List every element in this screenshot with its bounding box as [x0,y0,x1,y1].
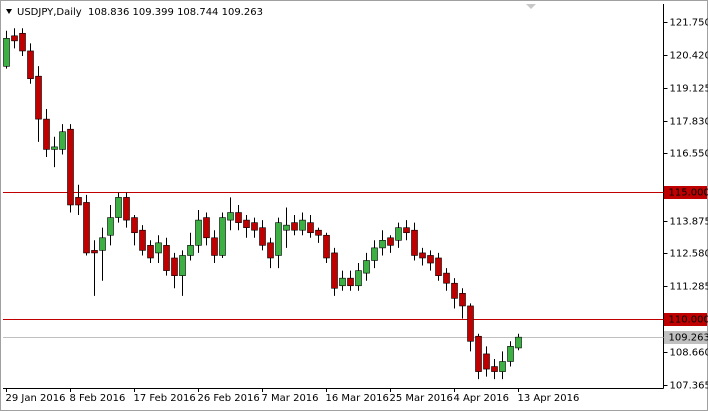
x-tick-label: 8 Feb 2016 [70,393,126,404]
candle-body [475,335,482,372]
candle-body [499,361,506,372]
candle-body [331,252,338,289]
candle-body [115,197,122,218]
candle-body [427,255,434,264]
candle-body [155,242,162,254]
y-tick-label: 108.660 [670,348,708,359]
current-price-line-label: 109.263 [669,333,708,344]
candle-body [419,252,426,259]
level-line-label-box [664,313,707,326]
candle-body [235,212,242,223]
candle-body [99,237,106,251]
candle-body [267,242,274,259]
candle-body [435,257,442,276]
candle-body [259,227,266,246]
candle-body [147,245,154,259]
shift-marker[interactable] [526,4,536,9]
candle-body [411,229,418,256]
candle-body [395,227,402,241]
header-ohlc: 108.836 109.399 108.744 109.263 [88,7,263,18]
y-tick-label: 117.830 [670,117,708,128]
x-tick-label: 7 Mar 2016 [262,393,319,404]
candle-body [43,118,50,150]
menu-arrow[interactable] [6,9,12,14]
y-tick-label: 119.125 [670,84,708,95]
x-tick-label: 16 Mar 2016 [326,393,389,404]
candle-body [283,224,290,231]
candle-body [443,272,450,284]
candle-body [275,222,282,256]
candle-body [91,250,98,254]
x-tick-label: 26 Feb 2016 [198,393,260,404]
candle-body [171,257,178,276]
x-tick-label: 4 Apr 2016 [454,393,509,404]
current-price-line-label-box [664,331,707,344]
candle-body [291,222,298,231]
candle-body [51,146,58,150]
candle-body [339,277,346,287]
candle-body [35,75,42,120]
candle-body [403,227,410,234]
y-tick-label: 112.580 [670,249,708,260]
candle-body [307,222,314,234]
y-tick-label: 120.420 [670,51,708,62]
candle-body [507,346,514,362]
candle-body [515,336,522,349]
chart-title: USDJPY,Daily [17,7,82,18]
level-line-label: 115.000 [669,188,708,199]
x-tick-label: 29 Jan 2016 [6,393,66,404]
candle-body [323,234,330,259]
y-tick-label: 107.365 [670,381,708,392]
candle-body [67,128,74,206]
candle-body [75,197,82,206]
candle-body [131,217,138,234]
y-tick-label: 113.875 [670,217,708,228]
x-tick-label: 25 Mar 2016 [390,393,453,404]
candle-body [467,305,474,342]
y-tick-label: 121.750 [670,18,708,29]
candle-body [251,222,258,231]
candle-body [315,229,322,236]
candle-body [163,245,170,271]
candle-body [459,293,466,307]
level-line-label-box [664,186,707,199]
candle-body [227,212,234,221]
candle-body [491,366,498,372]
candle-body [451,282,458,299]
candle-body [243,219,250,228]
level-line-label: 110.000 [669,315,708,326]
candle-body [107,217,114,236]
candle-body [211,237,218,256]
candle-body [139,229,146,251]
candle-body [483,353,490,370]
candle-body [27,50,34,80]
candle-body [371,247,378,261]
candle-body [387,237,394,246]
x-tick-label: 13 Apr 2016 [518,393,580,404]
candle-body [3,38,10,67]
candle-body [59,131,66,150]
y-tick-label: 111.285 [670,282,708,293]
candle-body [123,197,130,221]
candle-body [379,240,386,249]
candle-body [19,32,26,52]
candle-body [299,219,306,231]
x-tick-label: 17 Feb 2016 [134,393,196,404]
candle-body [347,277,354,287]
y-tick-label: 116.550 [670,149,708,160]
candle-body [355,270,362,287]
candle-body [203,217,210,239]
candle-body [11,35,18,42]
candle-body [187,245,194,256]
candle-body [363,260,370,274]
candle-body [219,217,226,256]
candle-body [179,255,186,276]
candle-body [83,202,90,254]
candle-body [195,219,202,246]
